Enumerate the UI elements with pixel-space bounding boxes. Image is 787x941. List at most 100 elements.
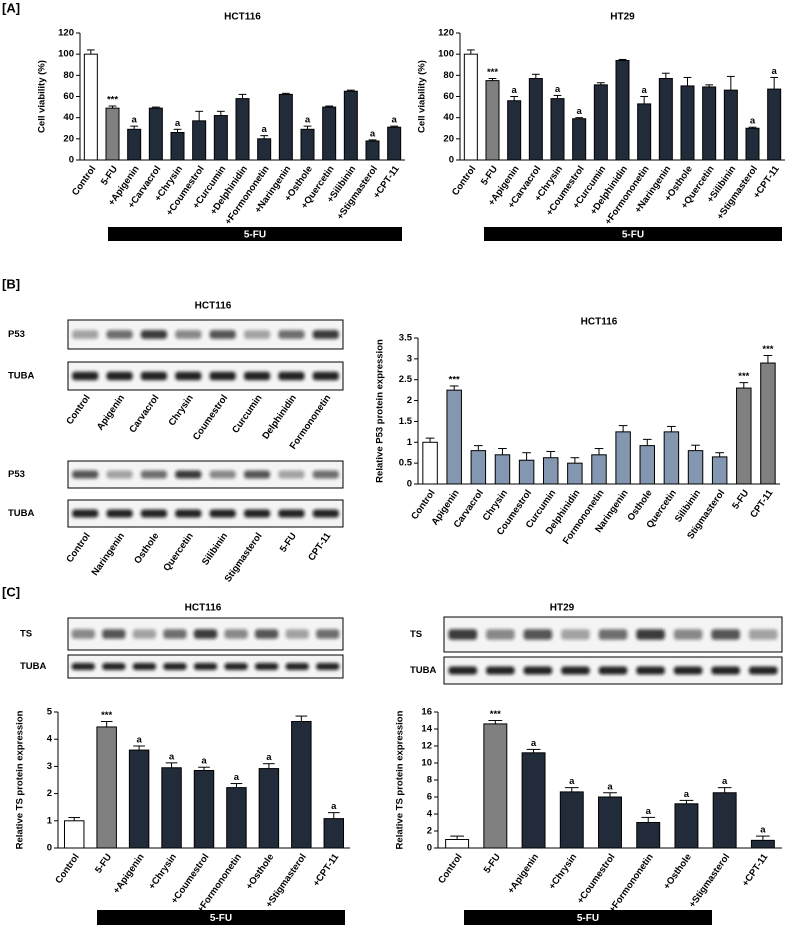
blot-band [244,470,271,479]
blot-band [278,371,305,381]
x-tick-label: +Stigmasterol [687,852,732,910]
bar [518,459,535,485]
bar [615,60,630,161]
x-tick-label: Control [436,852,464,886]
bar [745,127,760,161]
significance-label: a [569,776,575,787]
bar [483,723,508,849]
blot-band [209,509,236,518]
bar [550,98,565,161]
y-tick-label: 4 [47,734,53,745]
x-tick-label: 5-FU [730,488,751,512]
bar [192,120,207,161]
blot-band [140,371,167,381]
bar [170,131,185,161]
bar [213,115,228,161]
significance-label: a [772,66,778,77]
chart-title: HT29 [610,12,635,23]
blot-band [163,629,187,639]
blot-band [748,666,778,675]
y-tick-label: 20 [443,133,454,144]
bar [702,86,717,161]
blot-band [175,509,202,518]
blot-band [140,509,167,518]
y-tick-label: 100 [438,49,454,60]
blot-band [72,371,99,381]
x-tick-label: 5-FU [99,164,120,188]
panel-label: [A] [2,0,20,15]
significance-label: a [512,85,518,96]
blot-band [175,470,202,479]
blot-band [711,666,740,675]
significance-label: a [266,752,272,763]
y-tick-label: 12 [421,741,432,752]
blot-row-label: P53 [8,329,25,340]
bar [258,768,280,849]
x-tick-label: +Osthole [244,852,276,892]
y-tick-label: 16 [421,707,432,718]
y-tick-label: 1 [47,815,53,826]
blot-band [72,509,99,518]
blot-band [486,629,515,640]
bar [63,820,85,849]
blot-band [106,509,133,518]
significance-label: a [577,106,583,117]
y-tick-label: 2.5 [399,374,413,385]
significance-label: a [169,751,175,762]
y-axis-label: Cell viability (%) [37,60,48,133]
bar [148,107,163,161]
x-tick-label: +Apigenin [111,852,147,896]
blot-band [140,470,167,479]
significance-label: a [201,756,207,767]
x-tick-label: +CPT-11 [311,851,342,888]
y-tick-label: 0.5 [399,458,413,469]
bar [637,103,652,161]
group-label: 5-FU [210,913,232,924]
bar [559,791,584,849]
significance-label: a [305,115,311,126]
blot-band [711,629,740,640]
y-tick-label: 3.5 [399,333,413,344]
significance-label: a [684,789,690,800]
bar [161,767,182,849]
lane-label: 5-FU [278,531,299,555]
blot-band [102,629,126,639]
lane-label: Osthole [132,531,161,566]
bar [636,822,661,849]
blot-band [561,629,590,640]
y-tick-label: 120 [438,28,454,39]
blot-band [598,629,628,640]
group-bar [484,227,782,241]
y-tick-label: 4 [427,809,433,820]
bar [572,118,587,161]
blot-band [561,666,590,675]
blot-band [255,629,279,639]
x-tick-label: +Chrysin [147,852,180,892]
significance-label: *** [449,374,460,385]
blot-band [312,330,339,339]
lane-label: Control [64,393,92,427]
y-tick-label: 0 [47,843,52,854]
significance-label: a [331,801,337,812]
bar [658,78,673,161]
lane-label: Carvacrol [127,393,161,435]
bar [128,749,150,849]
x-tick-label: 5-FU [479,164,500,188]
bar [300,128,315,161]
significance-label: a [722,776,728,787]
bar [521,752,546,849]
blot-band [71,629,95,639]
blot-band [175,330,202,339]
bar [736,387,752,485]
bar [687,450,704,485]
bar [365,140,380,161]
blot-band [636,629,665,640]
bar [83,53,98,161]
blot-band [312,470,339,479]
y-axis-label: Relative TS protein expression [395,710,406,849]
blot-band [193,629,218,639]
x-tick-label: +Osthole [661,852,693,892]
bar [639,445,656,485]
x-tick-label: Control [70,164,98,198]
